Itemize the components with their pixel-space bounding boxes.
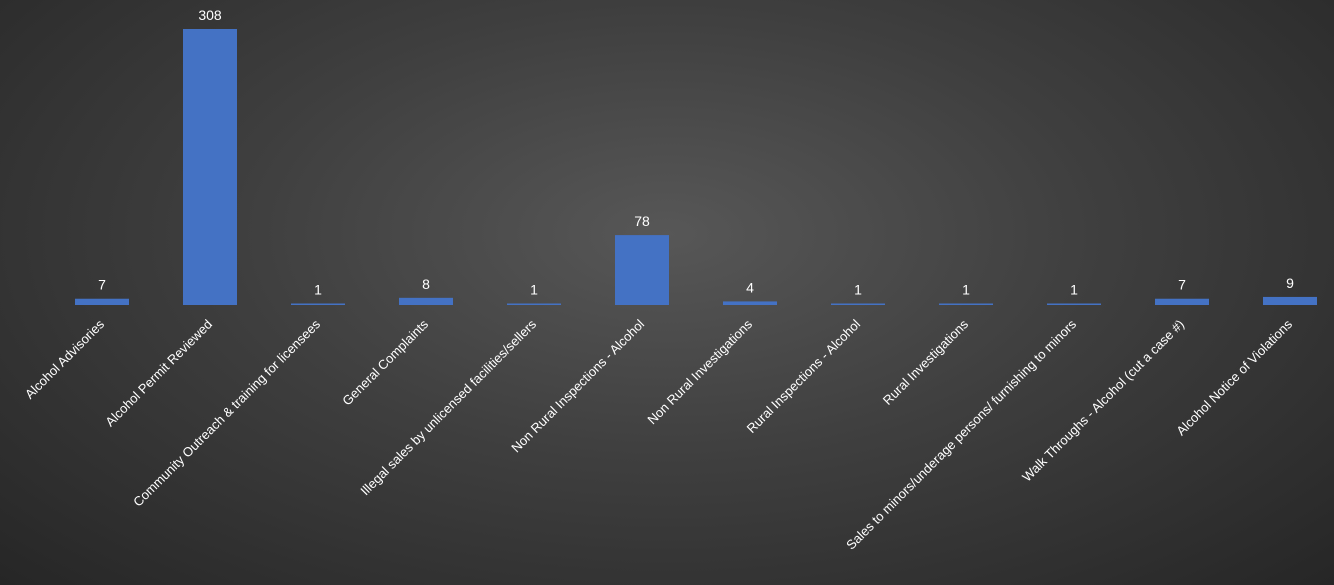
value-label-8: 1 (962, 282, 970, 298)
value-label-2: 1 (314, 282, 322, 298)
value-label-0: 7 (98, 277, 106, 293)
value-label-7: 1 (854, 282, 862, 298)
category-label-0: Alcohol Advisories (22, 316, 108, 402)
value-label-10: 7 (1178, 277, 1186, 293)
category-label-11: Alcohol Notice of Violations (1173, 316, 1295, 438)
category-label-4: Illegal sales by unlicensed facilities/s… (357, 316, 539, 498)
bars-group (75, 29, 1317, 305)
category-label-7: Rural Inspections - Alcohol (744, 316, 864, 436)
bar-4 (507, 303, 561, 305)
category-label-6: Non Rural Investigations (644, 316, 755, 427)
value-label-6: 4 (746, 279, 754, 295)
category-label-2: Community Outreach & training for licens… (130, 316, 323, 509)
category-label-9: Sales to minors/underage persons/ furnis… (843, 316, 1079, 552)
bar-6 (723, 301, 777, 305)
bar-3 (399, 297, 453, 305)
value-label-11: 9 (1286, 275, 1294, 291)
bar-9 (1047, 303, 1101, 305)
value-label-3: 8 (422, 276, 430, 292)
category-label-8: Rural Investigations (880, 316, 972, 408)
value-labels-group: 7 308 1 8 1 78 4 1 1 1 7 9 (98, 7, 1294, 298)
bar-7 (831, 303, 885, 305)
bar-5 (615, 235, 669, 305)
value-label-9: 1 (1070, 282, 1078, 298)
category-label-1: Alcohol Permit Reviewed (102, 317, 215, 430)
value-label-5: 78 (634, 213, 650, 229)
bar-8 (939, 303, 993, 305)
category-label-5: Non Rural Inspections - Alcohol (508, 316, 647, 455)
bar-1 (183, 29, 237, 305)
category-label-3: General Complaints (339, 316, 431, 408)
bar-2 (291, 303, 345, 305)
bar-0 (75, 298, 129, 305)
bar-11 (1263, 296, 1317, 305)
value-label-1: 308 (198, 7, 222, 23)
value-label-4: 1 (530, 282, 538, 298)
bar-10 (1155, 298, 1209, 305)
